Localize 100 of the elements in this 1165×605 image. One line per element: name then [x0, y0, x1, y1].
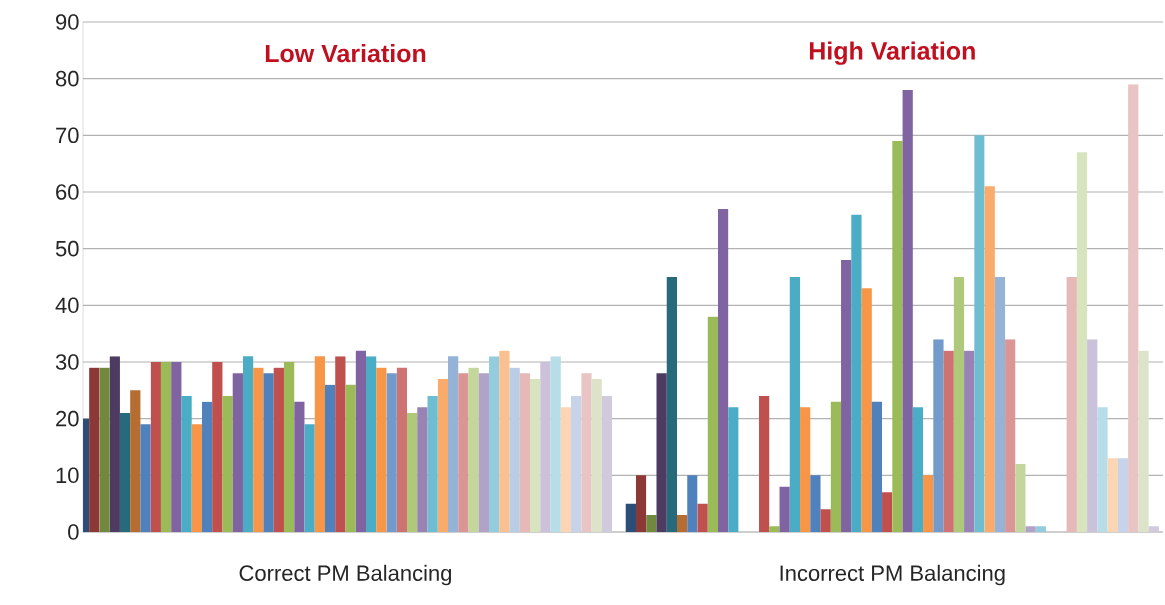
bar	[499, 350, 510, 532]
bar	[140, 424, 151, 532]
bar	[314, 356, 325, 532]
bar	[1097, 407, 1108, 532]
bar	[882, 492, 893, 532]
bar	[687, 475, 698, 532]
bar	[437, 378, 449, 532]
bar	[1087, 339, 1098, 532]
bar	[1035, 526, 1047, 532]
bar	[789, 276, 801, 532]
bar	[99, 367, 110, 532]
bar	[718, 208, 729, 532]
bar	[912, 407, 924, 532]
bar	[273, 367, 284, 532]
y-tick-label: 10	[56, 467, 79, 484]
bar	[242, 356, 254, 532]
bar	[1107, 458, 1118, 532]
bar	[677, 514, 688, 532]
bar	[810, 475, 821, 532]
bar	[902, 89, 913, 532]
bar	[130, 390, 141, 532]
bar	[1128, 84, 1139, 532]
bar	[324, 384, 336, 532]
bar	[232, 373, 243, 532]
bar	[407, 412, 418, 532]
bar	[1025, 526, 1036, 532]
y-tick-label: 0	[68, 524, 79, 540]
bar	[171, 361, 182, 532]
bar	[283, 361, 295, 532]
y-tick-label: 30	[55, 354, 79, 370]
bar	[769, 526, 780, 532]
bar	[550, 356, 561, 532]
x-tick-label: Correct PM Balancing	[239, 564, 452, 586]
bar	[355, 350, 366, 532]
y-tick-label: 90	[56, 14, 79, 30]
bar	[1076, 152, 1088, 532]
bar	[953, 276, 965, 532]
bar	[759, 395, 770, 532]
bar	[923, 475, 934, 532]
bar	[933, 339, 944, 532]
bar	[253, 367, 264, 532]
bar	[964, 350, 975, 532]
bar	[1066, 276, 1077, 532]
bar	[519, 373, 531, 532]
bar	[386, 373, 397, 532]
bar	[396, 367, 407, 532]
bar	[728, 407, 739, 532]
bar	[984, 186, 995, 532]
bar	[1117, 458, 1129, 532]
bar	[707, 316, 719, 532]
bar	[304, 424, 315, 532]
bar	[892, 140, 903, 532]
bar	[591, 378, 602, 532]
bar	[820, 509, 831, 532]
bar	[800, 407, 811, 532]
y-tick-label: 80	[55, 70, 79, 87]
bar	[345, 384, 356, 532]
bar	[448, 356, 459, 532]
bar	[581, 373, 592, 532]
bar	[119, 412, 131, 532]
bar	[861, 288, 872, 532]
bar	[625, 503, 636, 532]
bar	[560, 407, 572, 532]
bar	[1148, 526, 1159, 532]
bar	[160, 361, 172, 532]
bar	[943, 350, 954, 532]
bar	[871, 401, 883, 532]
bar	[263, 373, 274, 532]
y-tick-label: 20	[56, 410, 79, 427]
bar	[181, 395, 192, 532]
bar	[974, 135, 985, 532]
bar	[1015, 463, 1026, 532]
bar	[365, 356, 377, 532]
bar	[851, 214, 862, 532]
x-tick-label: Incorrect PM Balancing	[780, 564, 1005, 586]
y-tick-label: 50	[55, 240, 79, 257]
bar	[601, 395, 613, 532]
y-tick-label: 40	[55, 297, 79, 314]
bar	[468, 367, 479, 532]
bar	[222, 395, 233, 532]
bar	[666, 276, 677, 532]
bar	[427, 395, 438, 532]
bar	[571, 395, 582, 532]
y-tick-label: 70	[56, 127, 79, 144]
bar	[458, 373, 469, 532]
bar	[1005, 339, 1016, 532]
bar	[994, 276, 1006, 532]
bar	[530, 378, 541, 532]
bar	[540, 361, 551, 532]
bar	[646, 514, 657, 532]
bar	[376, 367, 387, 532]
bar	[335, 356, 346, 532]
bar	[201, 401, 213, 532]
bar	[478, 373, 490, 532]
bar	[656, 373, 667, 532]
bar	[509, 367, 520, 532]
y-tick-label: 60	[56, 184, 79, 200]
annotation: High Variation	[809, 41, 975, 65]
bar	[841, 259, 852, 532]
bar	[212, 361, 223, 532]
